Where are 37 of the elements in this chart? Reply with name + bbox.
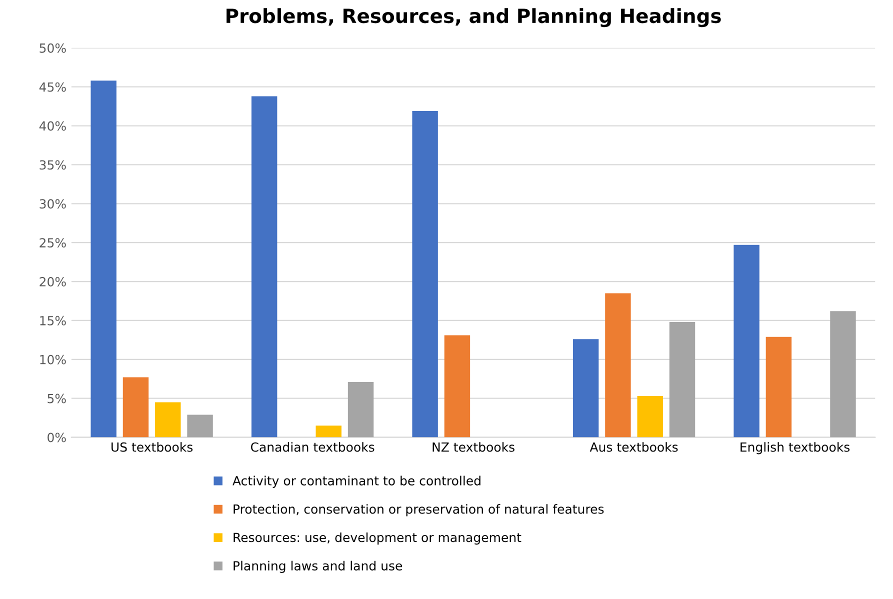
y-tick-label: 5% [48, 394, 66, 404]
x-tick-label: US textbooks [112, 442, 193, 452]
legend-label: Resources: use, development or management [234, 532, 522, 545]
y-tick-label: 35% [40, 160, 66, 170]
bar [605, 293, 631, 438]
legend-label: Protection, conservation or preservation of natural features [234, 504, 604, 516]
bar [122, 377, 149, 438]
bar [348, 382, 374, 438]
x-tick-label: English textbooks [740, 442, 850, 454]
y-tick-label: 10% [40, 354, 66, 364]
bar [412, 110, 438, 438]
bar [155, 402, 181, 438]
legend-label: Activity or contaminant to be controlled [232, 476, 480, 488]
bar [316, 426, 342, 438]
bar [444, 335, 470, 438]
y-tick-label: 0% [48, 432, 66, 442]
y-tick-label: 15% [40, 316, 66, 326]
x-tick-label: Aus textbooks [590, 442, 678, 452]
chart-title: Problems, Resources, and Planning Headings [226, 8, 721, 28]
x-tick-label: NZ textbooks [432, 442, 514, 452]
bar [669, 322, 696, 438]
x-tick-label: Canadian textbooks [250, 442, 374, 452]
bar [187, 414, 213, 438]
y-tick-label: 45% [39, 82, 66, 92]
y-tick-label: 25% [40, 238, 66, 248]
bar [766, 336, 792, 438]
bar [572, 339, 599, 438]
bar [637, 396, 663, 438]
bar [734, 244, 760, 438]
legend-label: Planning laws and land use [234, 560, 402, 573]
y-tick-label: 50% [40, 43, 66, 53]
y-tick-label: 40% [39, 121, 66, 131]
y-tick-label: 20% [40, 277, 66, 286]
y-tick-label: 30% [40, 199, 66, 209]
bar [251, 96, 278, 438]
bar [830, 311, 856, 438]
bar [90, 80, 116, 438]
